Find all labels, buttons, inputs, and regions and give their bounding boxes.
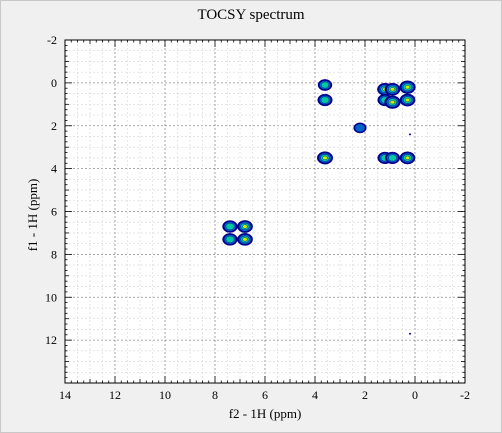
contour-level	[242, 224, 248, 229]
x-axis-label: f2 - 1H (ppm)	[228, 406, 302, 421]
x-tick-label: -2	[460, 388, 470, 402]
contour-peak	[399, 151, 416, 165]
contour-level	[354, 123, 366, 133]
contour-level	[389, 87, 396, 92]
contour-peak	[399, 80, 416, 94]
contour-peak	[384, 82, 401, 96]
peak-dot	[409, 332, 411, 335]
y-tick-label: 6	[51, 205, 57, 219]
y-tick-label: 0	[51, 76, 57, 90]
x-tick-label: 8	[212, 388, 218, 402]
contour-peak	[316, 151, 334, 165]
contour-peak	[237, 220, 253, 233]
contour-level	[404, 85, 411, 90]
contour-peak	[384, 151, 401, 165]
plot-border	[64, 39, 466, 384]
y-tick-label: 4	[51, 162, 57, 176]
contour-level	[404, 155, 411, 160]
contour-level	[389, 100, 396, 105]
contour-level	[225, 235, 235, 243]
x-tick-label: 2	[362, 388, 368, 402]
contour-peak	[317, 79, 333, 91]
contour-level	[404, 97, 411, 103]
y-tick-label: 2	[51, 119, 57, 133]
contour-peak	[384, 95, 401, 109]
contour-peak	[317, 93, 333, 107]
y-tick-label: 12	[45, 333, 57, 347]
contour-peaks	[222, 79, 416, 335]
contour-peak	[222, 220, 238, 233]
chart-title: TOCSY spectrum	[197, 7, 305, 23]
x-tick-label: 12	[109, 388, 121, 402]
contour-peak	[222, 233, 238, 246]
y-tick-label: 8	[51, 247, 57, 261]
contour-peak	[237, 232, 253, 246]
peak-dot	[409, 133, 411, 136]
x-tick-label: 0	[412, 388, 418, 402]
contour-level	[320, 96, 330, 104]
x-tick-label: 10	[159, 388, 171, 402]
x-tick-label: 6	[262, 388, 268, 402]
x-tick-label: 4	[312, 388, 318, 402]
y-tick-label: -2	[47, 33, 57, 47]
x-tick-label: 14	[59, 388, 71, 402]
contour-peak	[353, 122, 367, 134]
contour-peak	[399, 93, 416, 107]
contour-level	[388, 154, 397, 162]
y-tick-label: 10	[45, 290, 57, 304]
contour-level	[320, 81, 330, 89]
tick-labels: 14 12 10 8 6 4 2 0 -2 -2 0 2 4 6 8 10 12	[45, 33, 470, 402]
contour-peak	[409, 133, 411, 136]
contour-level	[242, 237, 248, 242]
contour-peak	[409, 332, 411, 335]
contour-level	[225, 222, 235, 231]
contour-level	[322, 155, 328, 160]
